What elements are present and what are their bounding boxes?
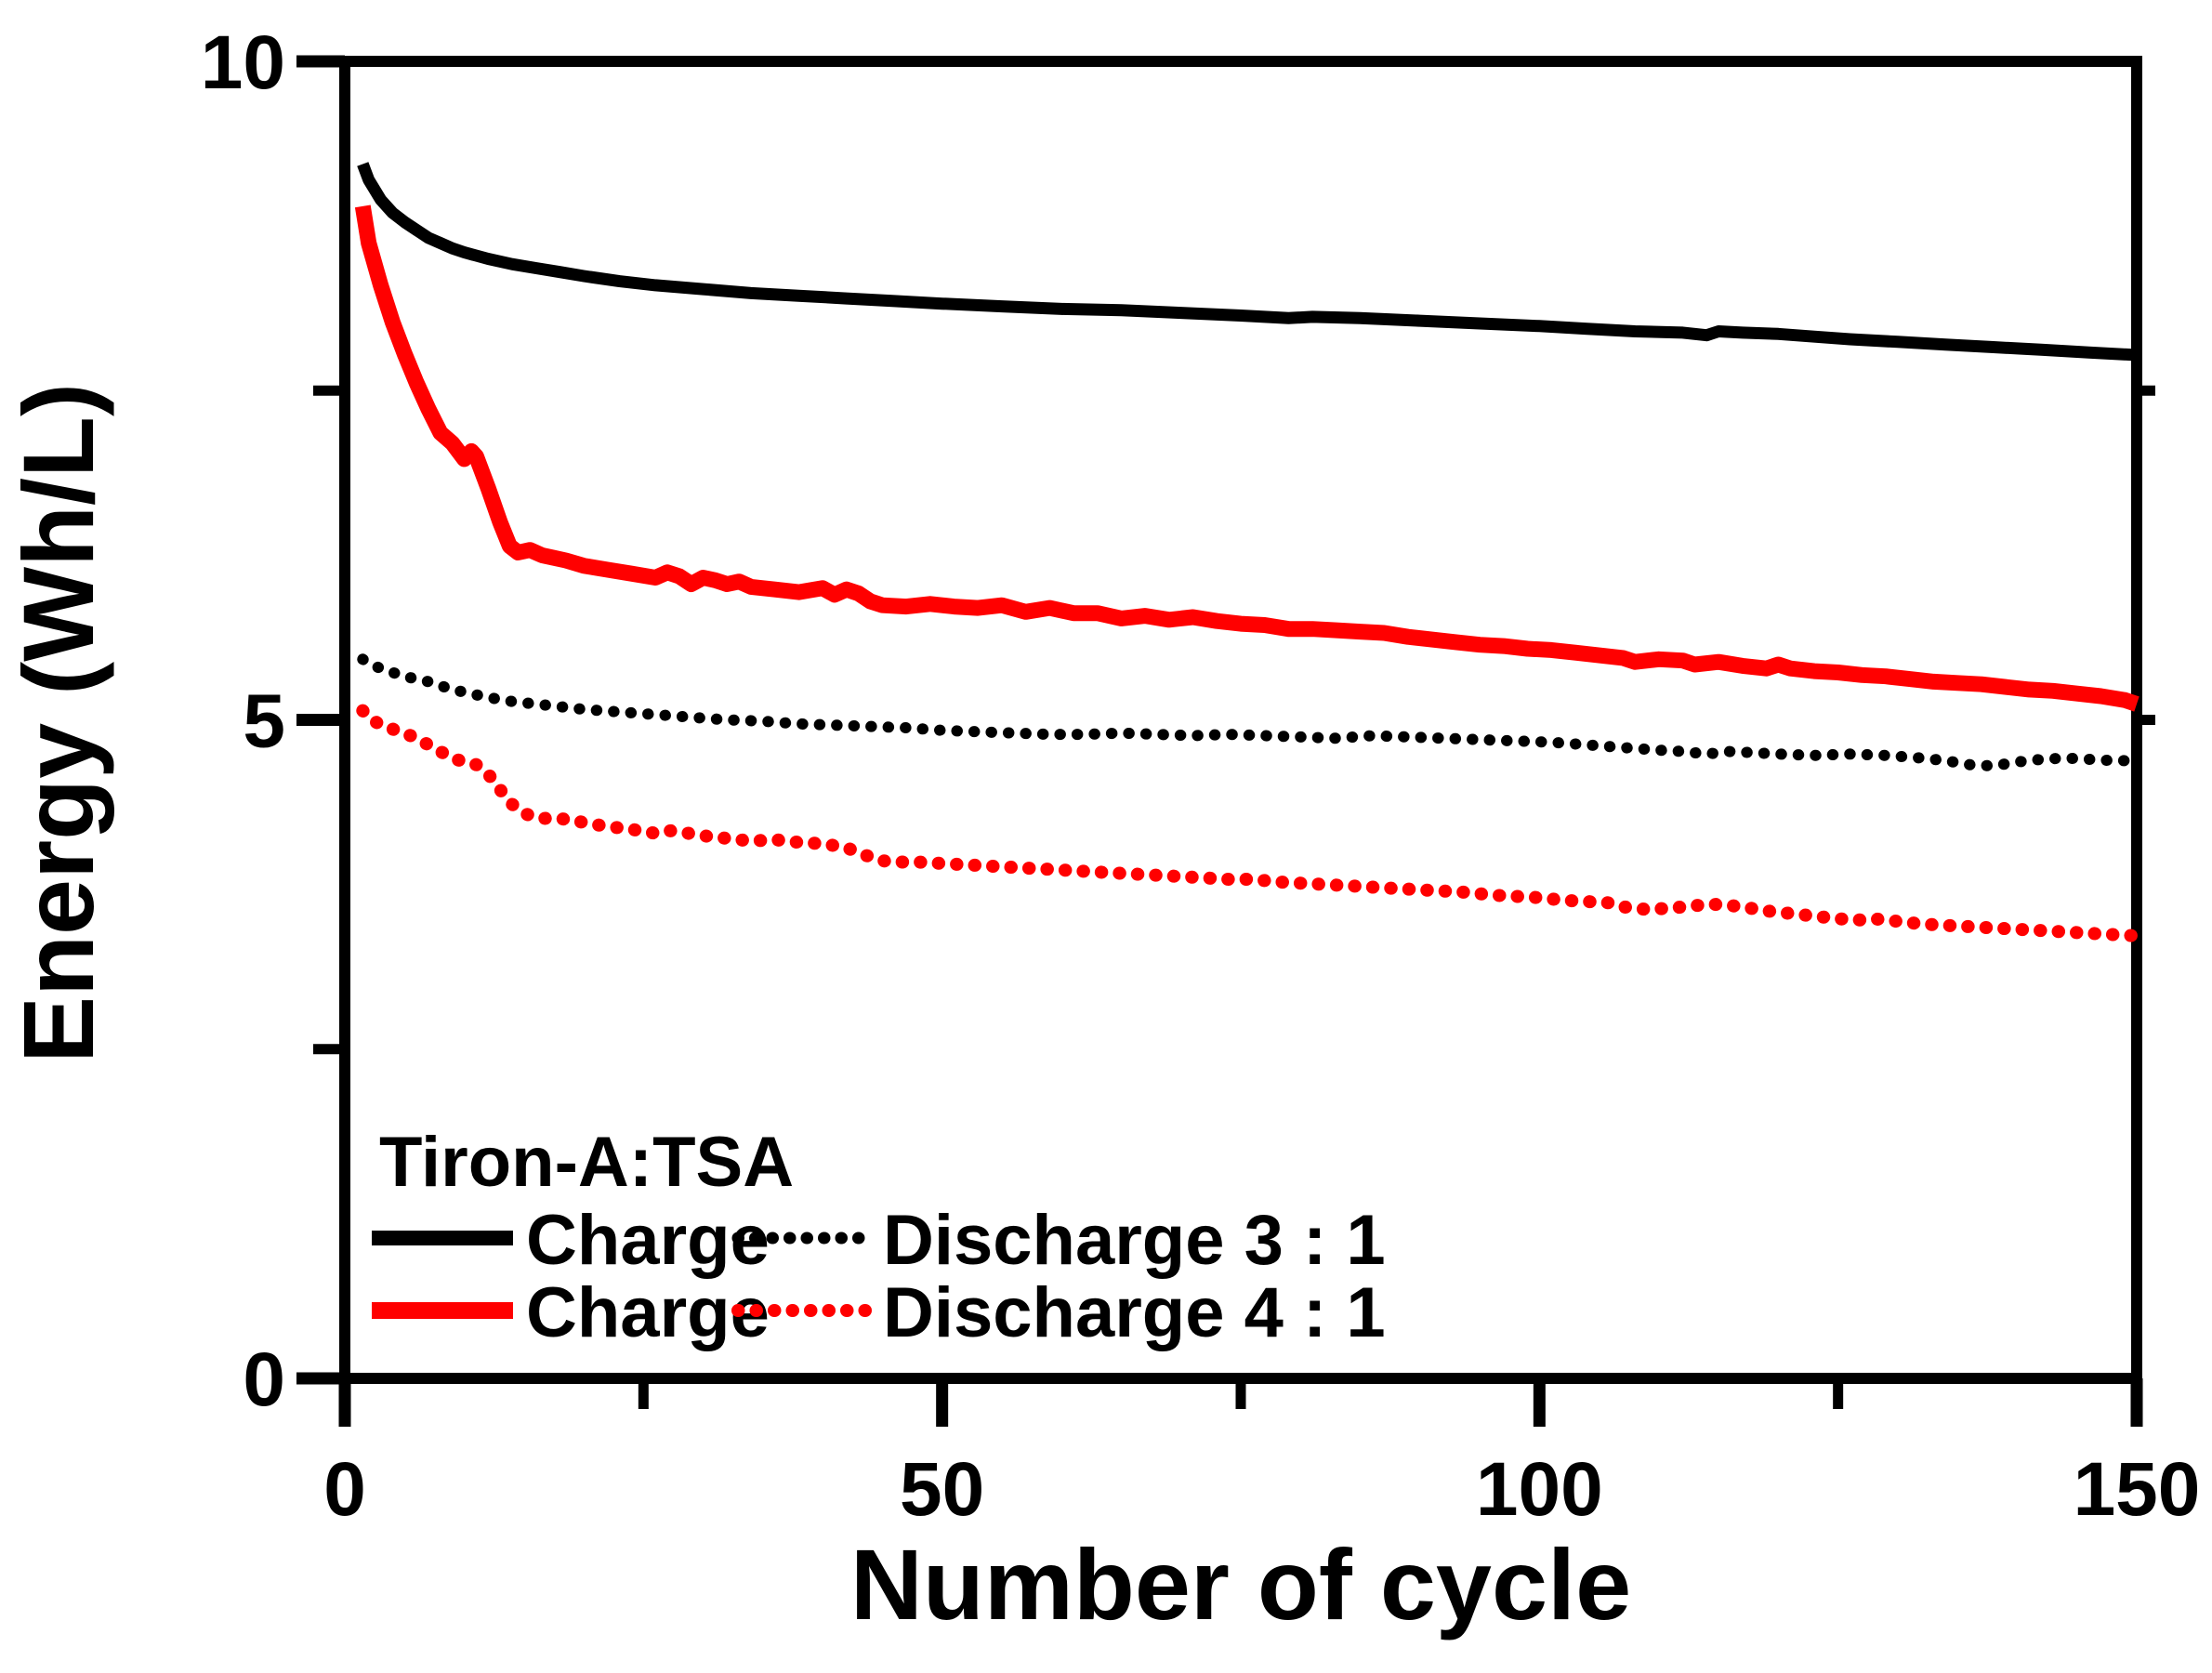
legend-label-charge-3-1: Charge (526, 1201, 770, 1280)
y-tick-label-5: 5 (243, 679, 285, 764)
y-tick-label-10: 10 (201, 20, 285, 105)
x-tick-label-0: 0 (323, 1447, 366, 1532)
x-tick-label-50: 50 (900, 1447, 984, 1532)
x-tick-label-100: 100 (1476, 1447, 1603, 1532)
y-tick-label-0: 0 (243, 1337, 285, 1422)
legend-label-charge-4-1: Charge (526, 1273, 770, 1352)
legend: Tiron-A:TSA Charge Discharge 3 : 1 Charg… (372, 1123, 1386, 1352)
series-discharge-4-1 (356, 704, 2143, 942)
legend-label-discharge-4-1: Discharge 4 : 1 (883, 1273, 1386, 1352)
legend-title: Tiron-A:TSA (379, 1123, 794, 1202)
x-tick-label-150: 150 (2074, 1447, 2201, 1532)
plot-area: 0 50 100 150 0 5 10 (201, 20, 2201, 1532)
series-charge-3-1 (357, 162, 2138, 362)
series-charge-4-1 (354, 204, 2140, 712)
y-axis-title: Energy (Wh/L) (2, 383, 114, 1063)
legend-label-discharge-3-1: Discharge 3 : 1 (883, 1201, 1386, 1280)
series-discharge-3-1 (357, 653, 2142, 772)
x-axis-title: Number of cycle (850, 1528, 1631, 1640)
